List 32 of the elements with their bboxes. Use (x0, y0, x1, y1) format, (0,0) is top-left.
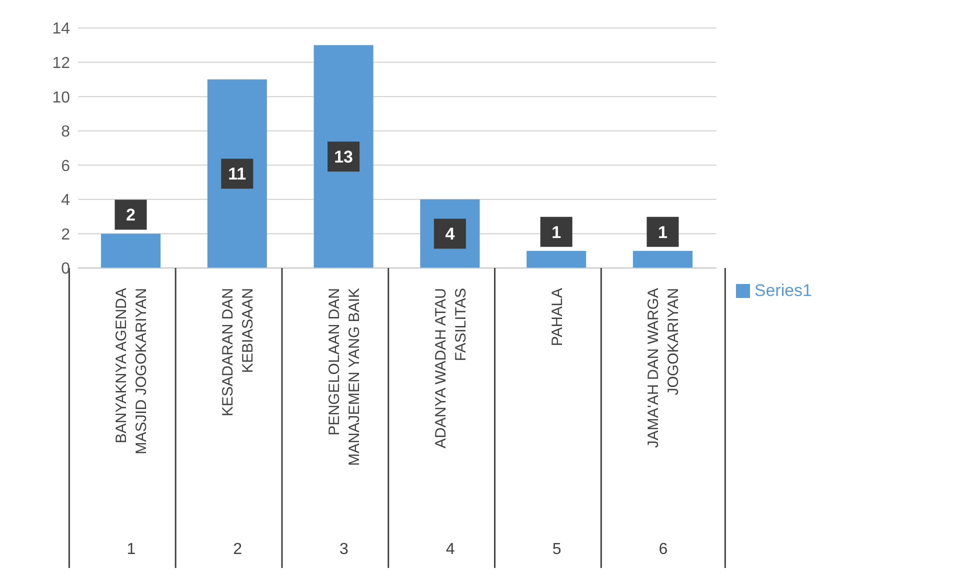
bar (526, 250, 586, 268)
x-tick-label: KESADARAN DAN KEBIASAAN (220, 288, 257, 416)
y-tick-label: 0 (61, 260, 70, 278)
data-label: 11 (228, 164, 246, 184)
text: 5 (552, 541, 562, 558)
text: 1 (126, 541, 136, 558)
data-label: 13 (334, 148, 354, 167)
data-label: 1 (552, 222, 562, 242)
y-tick-label: 6 (61, 158, 70, 175)
data-label: 4 (445, 224, 456, 244)
text: 2 (233, 541, 242, 558)
text: 3 (340, 541, 349, 558)
x-tick-label: PAHALA (548, 288, 566, 346)
bar (101, 234, 161, 268)
text: 6 (658, 541, 668, 558)
x-tick-label: PENGELOLAAN DAN MANAJEMEN YANG BAIK (326, 288, 363, 466)
y-tick-label: 8 (61, 124, 70, 141)
y-tick-label: 14 (52, 20, 70, 38)
y-tick-label: 12 (52, 54, 70, 72)
data-label: 1 (658, 222, 668, 242)
x-tick-label: BANYAKNYA AGENDA MASJID JOGOKARIYAN (113, 288, 150, 454)
x-tick-label: ADANYA WADAH ATAU FASILITAS (432, 288, 470, 448)
data-label: 2 (126, 206, 136, 225)
x-tick-label: JAMA'AH DAN WARGA JOGOKARIYAN (645, 288, 682, 448)
legend-label: Series1 (754, 280, 812, 300)
text: 4 (446, 541, 455, 558)
y-tick-label: 2 (61, 226, 70, 244)
y-tick-label: 4 (61, 192, 70, 210)
bar (207, 79, 267, 268)
bar (314, 45, 374, 268)
y-tick-label: 10 (52, 89, 70, 106)
bar (632, 250, 692, 268)
